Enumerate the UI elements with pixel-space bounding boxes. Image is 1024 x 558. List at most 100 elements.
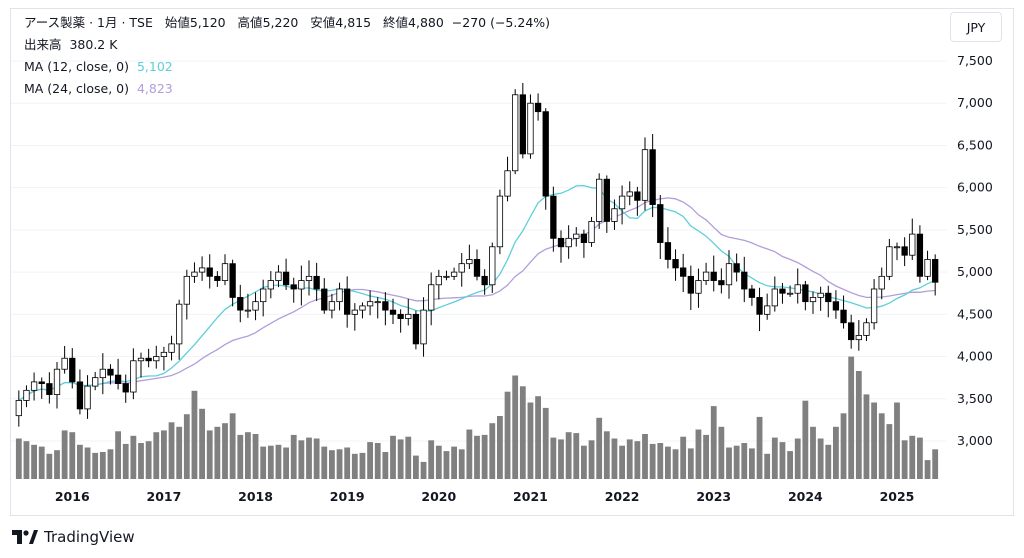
volume-bar	[191, 390, 198, 479]
volume-bar	[283, 447, 289, 479]
volume-bar	[596, 417, 603, 479]
volume-bar	[519, 386, 526, 479]
volume-bar	[107, 449, 114, 479]
volume-bar	[161, 430, 167, 479]
candle-body	[596, 178, 603, 222]
volume-bar	[764, 453, 771, 479]
volume-bar	[535, 396, 541, 479]
candle-body	[23, 389, 30, 401]
candle-body	[137, 357, 145, 362]
volume-bar	[31, 444, 37, 479]
symbol-title[interactable]: アース製薬 · 1月 · TSE	[24, 15, 153, 30]
candle-body	[504, 170, 511, 197]
candle-body	[725, 263, 733, 286]
candle-body	[282, 271, 290, 286]
volume-bar	[565, 432, 572, 479]
volume-bar	[474, 435, 480, 479]
candle-body	[405, 313, 412, 319]
high-label: 高値	[237, 15, 263, 30]
volume-bar	[298, 440, 305, 479]
candle-body	[886, 246, 893, 277]
candle-body	[198, 267, 206, 273]
candle-body	[588, 221, 595, 243]
volume-bar	[15, 438, 22, 479]
y-tick-label: 3,500	[957, 391, 993, 406]
candle-body	[657, 204, 664, 243]
volume-bar	[351, 453, 358, 479]
volume-bar	[863, 394, 870, 479]
candle-body	[145, 357, 152, 362]
volume-bar	[932, 449, 939, 479]
candle-body	[38, 381, 45, 384]
volume-bar	[374, 443, 381, 479]
volume-bar	[825, 444, 832, 479]
volume-bar	[214, 426, 221, 479]
volume-bar	[901, 440, 908, 479]
tradingview-branding[interactable]: TradingView	[12, 526, 135, 548]
candle-body	[389, 309, 397, 315]
volume-bar	[38, 446, 45, 479]
ma12-value: 5,102	[136, 59, 173, 74]
volume-bar	[237, 434, 244, 479]
candle-body	[412, 313, 420, 345]
volume-bar	[611, 438, 618, 479]
legend-ohlc-line: アース製薬 · 1月 · TSE 始値5,120 高値5,220 安値4,815…	[24, 14, 550, 32]
currency-button[interactable]: JPY	[950, 12, 1002, 42]
candle-body	[336, 288, 343, 303]
candle-body	[664, 242, 672, 260]
candle-body	[901, 246, 908, 256]
candle-body	[481, 275, 488, 286]
volume-bar	[344, 447, 351, 479]
candle-body	[114, 374, 122, 384]
candle-body	[802, 284, 809, 303]
volume-bar	[451, 446, 457, 479]
volume-bar	[794, 438, 801, 479]
candle-body	[92, 377, 99, 387]
candle-body	[924, 259, 931, 277]
close-value: 4,880	[408, 15, 444, 30]
low-label: 安値	[310, 15, 336, 30]
volume-bar	[321, 446, 328, 479]
volume-bar	[871, 402, 877, 479]
candle-body	[267, 280, 274, 290]
volume-bar	[634, 441, 641, 479]
candle-body	[366, 301, 374, 307]
volume-bar	[619, 445, 625, 479]
volume-bar	[77, 444, 83, 479]
volume-bar	[848, 356, 855, 479]
candle-body	[916, 233, 924, 277]
candle-body	[305, 275, 313, 281]
candle-body	[771, 288, 778, 307]
volume-bar	[771, 437, 778, 479]
legend-volume-line[interactable]: 出来高 380.2 K	[24, 36, 117, 54]
candle-body	[756, 297, 763, 315]
candle-body	[573, 233, 580, 239]
candle-body	[221, 263, 229, 281]
volume-bar	[145, 441, 152, 479]
volume-bar	[726, 447, 732, 479]
volume-bar	[588, 440, 595, 479]
legend-ma12-line[interactable]: MA (12, close, 0) 5,102	[24, 58, 173, 76]
candle-body	[527, 102, 534, 155]
legend-ma24-line[interactable]: MA (24, close, 0) 4,823	[24, 80, 173, 98]
volume-bar	[581, 445, 587, 479]
candle-body	[382, 301, 389, 311]
candle-body	[542, 111, 549, 197]
volume-bar	[46, 453, 53, 479]
volume-bar	[695, 429, 702, 479]
volume-bar	[61, 430, 68, 479]
volume-bar	[176, 426, 183, 479]
price-chart[interactable]: 7,500 7,000 6,500 6,000 5,500 5,000 4,500 4,000…	[11, 9, 1013, 515]
volume-bar	[749, 448, 755, 479]
candle-body	[557, 237, 565, 248]
candle-body	[260, 288, 267, 303]
x-tick-label: 2017	[147, 489, 182, 504]
volume-bar	[443, 451, 450, 479]
candle-body	[932, 259, 939, 283]
candle-body	[107, 368, 114, 376]
volume-bar	[336, 449, 343, 479]
volume-bar	[558, 439, 564, 479]
chart-frame[interactable]: 7,500 7,000 6,500 6,000 5,500 5,000 4,500 4,000…	[10, 8, 1014, 516]
volume-bar	[917, 437, 923, 479]
candle-body	[794, 284, 801, 294]
